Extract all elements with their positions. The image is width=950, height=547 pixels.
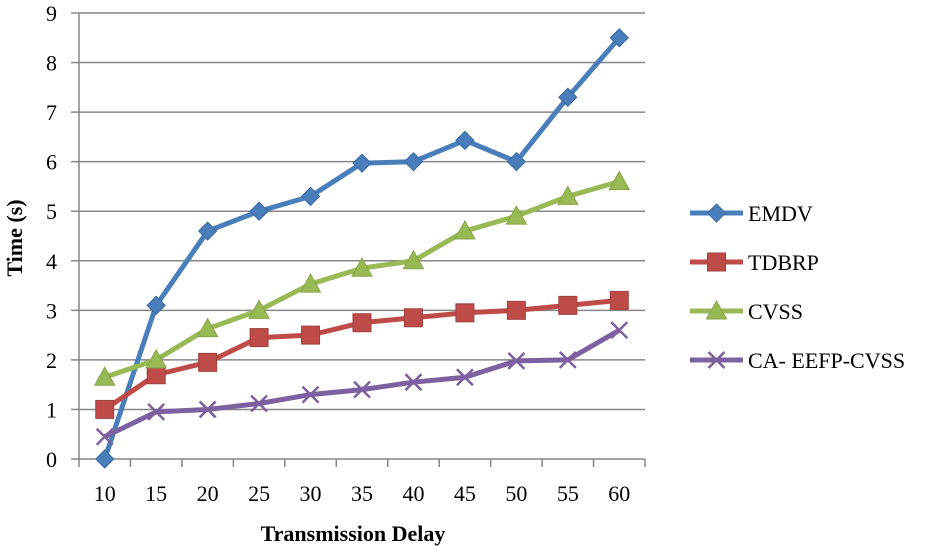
- data-point: [507, 351, 526, 370]
- data-point: [556, 185, 579, 205]
- data-point: [95, 449, 115, 469]
- data-point: [352, 313, 372, 333]
- series-line: [102, 36, 622, 460]
- data-point: [505, 205, 528, 225]
- x-tick-label: 25: [248, 481, 270, 506]
- x-axis-title: Transmission Delay: [261, 521, 446, 546]
- x-tick-label: 45: [454, 481, 476, 506]
- series-tdbrp: [95, 290, 629, 419]
- legend-marker: [707, 351, 726, 369]
- x-tick-label: 15: [145, 481, 167, 506]
- y-tick-label: 7: [46, 100, 57, 125]
- data-point: [558, 351, 577, 369]
- data-point: [249, 201, 269, 221]
- legend-item: CA- EEFP-CVSS: [690, 348, 905, 373]
- data-point: [402, 249, 425, 270]
- x-tick-label: 35: [351, 481, 373, 506]
- y-tick-label: 4: [46, 249, 57, 274]
- y-tick-label: 8: [46, 51, 57, 76]
- data-point: [403, 151, 424, 172]
- x-tick-label: 40: [402, 481, 424, 506]
- legend-marker: [706, 203, 727, 223]
- series-emdv: [95, 28, 629, 469]
- data-point: [609, 290, 629, 310]
- x-tick-label: 20: [197, 481, 219, 506]
- y-axis-title: Time (s): [2, 199, 27, 276]
- legend-label: EMDV: [748, 201, 813, 226]
- data-point: [351, 257, 373, 277]
- data-point: [197, 221, 218, 241]
- x-tick-labels: 10 15 20 25 30 35 40 45 50 55 60: [94, 481, 631, 506]
- grid-lines: [71, 12, 645, 460]
- legend-label: CVSS: [748, 299, 803, 324]
- data-point: [610, 321, 629, 340]
- legend-marker: [707, 252, 726, 272]
- data-point: [147, 403, 166, 421]
- data-point: [609, 28, 629, 48]
- data-point: [146, 295, 166, 316]
- legend-label: CA- EEFP-CVSS: [748, 348, 905, 373]
- data-point: [146, 365, 166, 385]
- y-tick-label: 5: [46, 199, 57, 224]
- data-point: [95, 399, 115, 419]
- data-point: [608, 170, 631, 190]
- data-point: [455, 130, 475, 151]
- data-point: [93, 366, 116, 386]
- data-point: [299, 273, 322, 293]
- data-point: [456, 368, 474, 387]
- x-tick-label: 55: [557, 481, 579, 506]
- axes: [78, 13, 646, 467]
- series-group: [93, 28, 631, 469]
- y-tick-label: 3: [46, 298, 57, 323]
- data-point: [455, 303, 475, 323]
- data-point: [248, 299, 270, 319]
- data-point: [198, 352, 218, 372]
- legend-item: EMDV: [690, 201, 813, 226]
- data-point: [353, 380, 371, 399]
- x-tick-label: 10: [94, 481, 116, 506]
- x-tick-label: 30: [300, 481, 322, 506]
- data-point: [198, 400, 217, 419]
- y-tick-label: 2: [46, 348, 57, 373]
- legend: EMDV TDBRP CVSS CA- EEFP-CVSS: [690, 201, 905, 373]
- data-point: [301, 325, 321, 345]
- data-point: [249, 328, 269, 348]
- data-point: [558, 87, 578, 107]
- y-tick-label: 9: [46, 1, 57, 26]
- data-point: [145, 348, 168, 369]
- x-tick-label: 60: [608, 481, 630, 506]
- legend-item: TDBRP: [690, 250, 819, 275]
- data-point: [95, 427, 114, 446]
- data-point: [301, 385, 320, 404]
- data-point: [558, 295, 578, 315]
- data-point: [403, 308, 423, 328]
- x-tick-label: 50: [505, 481, 527, 506]
- legend-label: TDBRP: [748, 250, 819, 275]
- legend-item: CVSS: [690, 299, 803, 324]
- data-point: [506, 151, 527, 172]
- y-tick-label: 6: [46, 150, 57, 175]
- data-point: [352, 153, 372, 173]
- legend-marker: [705, 299, 728, 320]
- data-point: [196, 317, 219, 338]
- data-point: [404, 373, 423, 392]
- series-cvss: [93, 170, 631, 386]
- y-tick-label: 0: [46, 447, 57, 472]
- data-point: [300, 186, 321, 207]
- data-point: [250, 394, 268, 413]
- y-tick-label: 1: [46, 397, 57, 422]
- y-tick-labels: 0 1 2 3 4 5 6 7 8 9: [46, 1, 57, 472]
- data-point: [506, 300, 526, 320]
- series-ca-eefp-cvss: [95, 321, 629, 446]
- data-point: [454, 220, 476, 240]
